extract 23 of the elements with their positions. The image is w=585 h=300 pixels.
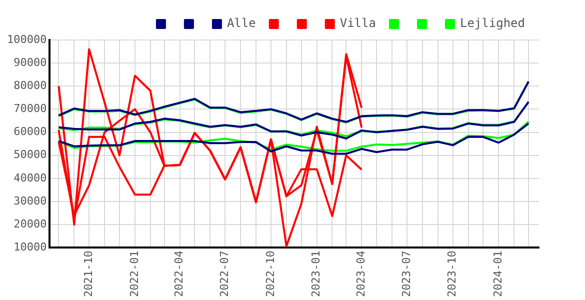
x-tick-label: 2024-01 <box>492 250 505 297</box>
y-tick-label: 10000 <box>14 240 47 254</box>
x-tick-label: 2023-10 <box>446 250 459 297</box>
x-tick-label: 2022-07 <box>218 250 231 297</box>
x-tick-label: 2023-04 <box>354 250 368 297</box>
y-tick-label: 70000 <box>14 102 47 116</box>
x-tick-label: 2021-10 <box>82 250 95 297</box>
x-tick-label: 2023-07 <box>400 250 413 297</box>
y-tick-label: 60000 <box>14 125 47 138</box>
y-tick-label: 30000 <box>14 194 47 208</box>
y-tick-label: 80000 <box>14 79 47 92</box>
legend-label: Alle <box>226 16 256 30</box>
y-tick-label: 20000 <box>14 217 47 230</box>
y-tick-label: 40000 <box>14 171 47 184</box>
x-tick-label: 2022-10 <box>264 250 277 297</box>
x-tick-label: 2022-01 <box>128 250 141 297</box>
x-tick-label: 2022-04 <box>172 250 186 297</box>
y-tick-label: 100000 <box>6 32 47 46</box>
y-tick-label: 90000 <box>14 56 47 69</box>
legend-label: Villa <box>340 16 376 30</box>
legend-label: Lejlighed <box>460 16 526 30</box>
x-tick-label: 2023-01 <box>310 250 323 297</box>
y-tick-label: 50000 <box>14 148 47 162</box>
